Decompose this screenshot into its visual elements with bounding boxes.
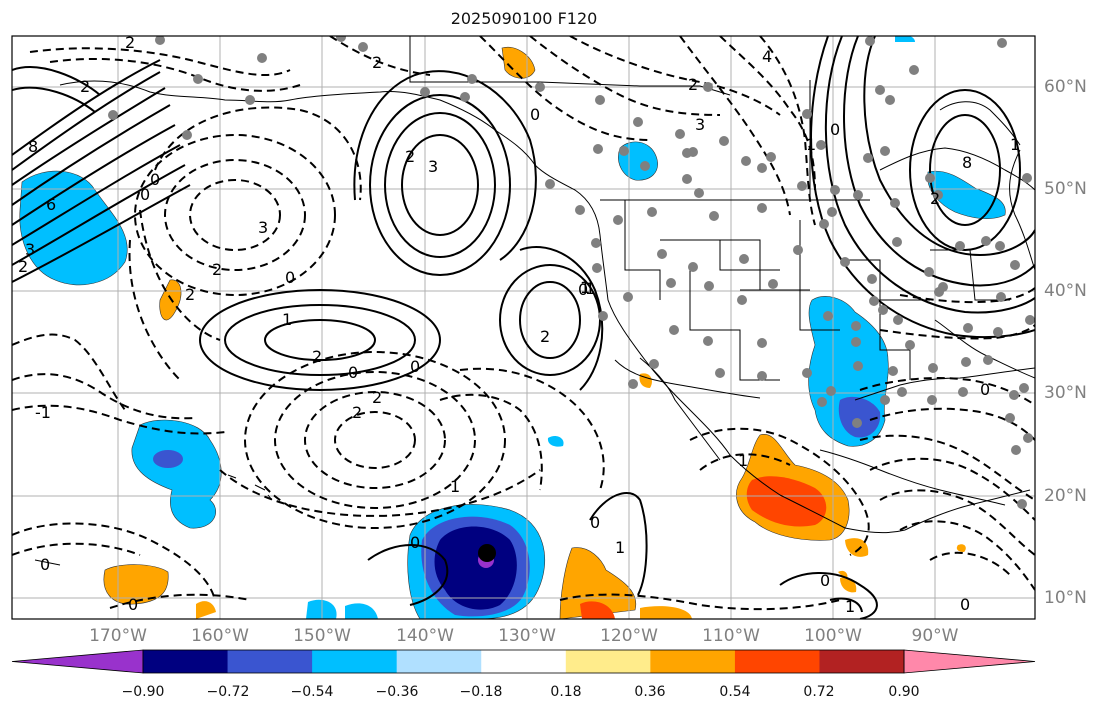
lon-label: 160°W (191, 626, 249, 646)
contour-label: 0 (285, 268, 295, 287)
contour-label: 0 (128, 595, 138, 614)
colorbar-segment (734, 650, 820, 673)
colorbar-tick-label: −0.90 (121, 684, 165, 700)
contour-label: 1 (580, 278, 590, 297)
contour-label: 1 (585, 279, 595, 298)
lon-label: 90°W (911, 626, 959, 646)
contour-label: 0 (150, 170, 160, 189)
contour-label: 2 (930, 189, 940, 208)
contour-label: 2 (185, 285, 195, 304)
colorbar-tick-label: 0.18 (550, 684, 582, 700)
contour-label: 2 (688, 75, 698, 94)
contour-label: 2 (372, 53, 382, 72)
colorbar-tick-label: 0.72 (803, 684, 835, 700)
contour-label: 1 (1010, 135, 1020, 154)
contour-label: 6 (46, 195, 56, 214)
colorbar-segment (227, 650, 313, 673)
colorbar-segment (650, 650, 736, 673)
colorbar-segment (312, 650, 398, 673)
contour-label: 1 (615, 538, 625, 557)
contour-label: 2 (125, 33, 135, 52)
colorbar-tick-label: −0.36 (375, 684, 419, 700)
contour-label: 2 (405, 147, 415, 166)
lon-label: 150°W (293, 626, 351, 646)
lon-label: 100°W (804, 626, 862, 646)
colorbar-extend-max (903, 649, 1036, 674)
contour-label: 8 (962, 153, 972, 172)
contour-label: 0 (140, 185, 150, 204)
contour-label: 0 (40, 555, 50, 574)
contour-label: 3 (25, 240, 35, 259)
dashed-contours (12, 36, 1035, 611)
colorbar-segment (565, 650, 651, 673)
colorbar (11, 649, 1036, 674)
contour-label: 3 (258, 218, 268, 237)
contour-label: -1 (35, 403, 51, 422)
colorbar-tick-label: −0.72 (206, 684, 250, 700)
lon-label: 170°W (89, 626, 147, 646)
contour-label: 0 (410, 357, 420, 376)
shaded-fields (19, 36, 1006, 619)
lat-label: 20°N (1044, 486, 1087, 506)
contour-label: 0 (410, 533, 420, 552)
colorbar-extend-min (11, 649, 144, 674)
colorbar-segment (481, 650, 567, 673)
map-title: 2025090100 F120 (450, 9, 598, 28)
lat-label: 50°N (1044, 179, 1087, 199)
contour-label: 1 (845, 597, 855, 616)
contour-label: 4 (762, 47, 772, 66)
map-frame (11, 35, 1036, 620)
contour-label: 1 (282, 310, 292, 329)
contour-label: 2 (18, 257, 28, 276)
contour-label: 0 (578, 280, 588, 299)
contour-label: 2 (372, 388, 382, 407)
colorbar-tick-label: −0.18 (459, 684, 503, 700)
contour-label: 0 (820, 571, 830, 590)
storm-center-marker (478, 544, 496, 562)
contour-label: 8 (28, 137, 38, 156)
colorbar-segment (396, 650, 482, 673)
contour-label: 3 (428, 157, 438, 176)
station-dots (108, 36, 1035, 509)
lat-label: 60°N (1044, 77, 1087, 97)
contour-label: 0 (960, 595, 970, 614)
contour-label: 1 (450, 477, 460, 496)
lon-label: 110°W (702, 626, 760, 646)
contour-label: 2 (352, 403, 362, 422)
contour-label: 2 (540, 327, 550, 346)
colorbar-tick-label: 0.54 (719, 684, 751, 700)
lat-label: 10°N (1044, 588, 1087, 608)
contour-label: 2 (212, 260, 222, 279)
colorbar-frame (142, 649, 905, 674)
contour-label: 0 (980, 380, 990, 399)
colorbar-segment (819, 650, 905, 673)
contour-label: 1 (738, 451, 748, 470)
contour-label: 0 (348, 363, 358, 382)
lon-label: 120°W (600, 626, 658, 646)
contour-label: 1 (806, 135, 816, 154)
colorbar-segment (143, 650, 229, 673)
contour-label: 2 (312, 347, 322, 366)
contour-label: 0 (590, 513, 600, 532)
contour-lines (12, 36, 1035, 619)
lat-label: 30°N (1044, 383, 1087, 403)
lon-label: 130°W (498, 626, 556, 646)
lon-label: 140°W (396, 626, 454, 646)
contour-label: 0 (530, 105, 540, 124)
contour-labels: 2 2 8 6 3 2 0 0 3 2 2 0 1 2 0 0 2 3 2 0 … (18, 33, 1020, 616)
colorbar-tick-label: −0.54 (290, 684, 334, 700)
contour-label: 3 (695, 115, 705, 134)
contour-label: 2 (80, 77, 90, 96)
colorbar-tick-label: 0.36 (634, 684, 666, 700)
colorbar-tick-label: 0.90 (888, 684, 920, 700)
contour-label: 0 (830, 120, 840, 139)
lat-label: 40°N (1044, 281, 1087, 301)
